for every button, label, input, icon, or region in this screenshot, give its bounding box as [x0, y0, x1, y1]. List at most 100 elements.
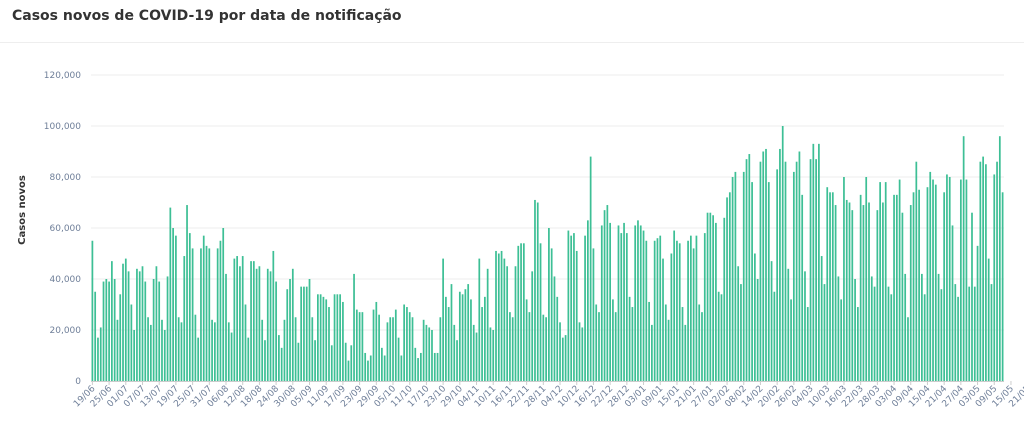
bar[interactable]	[197, 337, 200, 381]
bar[interactable]	[723, 217, 726, 381]
bar[interactable]	[915, 161, 918, 381]
bar[interactable]	[194, 314, 197, 381]
bar[interactable]	[347, 360, 350, 381]
bar[interactable]	[386, 322, 389, 381]
bar[interactable]	[314, 340, 316, 381]
bar[interactable]	[734, 171, 737, 381]
bar[interactable]	[275, 281, 277, 381]
bar[interactable]	[612, 299, 614, 381]
bar[interactable]	[550, 248, 553, 381]
bar[interactable]	[584, 235, 586, 381]
bar[interactable]	[191, 248, 194, 381]
bar[interactable]	[951, 225, 954, 381]
bar[interactable]	[330, 345, 333, 381]
bar[interactable]	[411, 317, 414, 381]
bar[interactable]	[840, 299, 843, 381]
bar[interactable]	[673, 230, 676, 381]
bar[interactable]	[790, 299, 792, 381]
bar[interactable]	[726, 197, 728, 381]
bar[interactable]	[322, 296, 325, 381]
bar[interactable]	[934, 184, 937, 381]
bar[interactable]	[339, 294, 341, 381]
bar[interactable]	[628, 296, 631, 381]
bar[interactable]	[328, 307, 330, 381]
bar[interactable]	[381, 347, 383, 381]
bar[interactable]	[439, 317, 442, 381]
bar[interactable]	[876, 210, 879, 381]
bar[interactable]	[848, 202, 851, 382]
bar[interactable]	[539, 243, 542, 381]
bar[interactable]	[534, 199, 536, 381]
bar[interactable]	[364, 352, 367, 381]
bar[interactable]	[536, 202, 539, 382]
bar[interactable]	[317, 294, 319, 381]
bar[interactable]	[450, 284, 453, 381]
bar[interactable]	[959, 179, 962, 381]
bar[interactable]	[642, 230, 645, 381]
bar[interactable]	[637, 220, 639, 381]
bar[interactable]	[511, 317, 514, 381]
bar[interactable]	[893, 194, 895, 381]
bar[interactable]	[639, 225, 642, 381]
bar[interactable]	[445, 296, 447, 381]
bar[interactable]	[767, 182, 770, 381]
bar[interactable]	[481, 307, 483, 381]
bar[interactable]	[948, 177, 951, 381]
bar[interactable]	[926, 187, 929, 381]
bar[interactable]	[765, 148, 767, 381]
bar[interactable]	[561, 337, 564, 381]
bar[interactable]	[531, 271, 534, 381]
bar[interactable]	[358, 312, 361, 381]
bar[interactable]	[188, 233, 191, 381]
bar[interactable]	[264, 340, 266, 381]
bar[interactable]	[297, 342, 300, 381]
bar[interactable]	[503, 258, 506, 381]
bar[interactable]	[353, 273, 355, 381]
bar[interactable]	[884, 182, 887, 381]
bar[interactable]	[929, 171, 932, 381]
bar[interactable]	[186, 205, 188, 381]
bar[interactable]	[923, 294, 926, 381]
bar[interactable]	[403, 304, 406, 382]
bar[interactable]	[695, 235, 698, 381]
bar[interactable]	[823, 284, 826, 381]
bar[interactable]	[712, 215, 714, 381]
bar[interactable]	[678, 243, 681, 381]
bar[interactable]	[211, 319, 213, 381]
bar[interactable]	[219, 240, 222, 381]
bar[interactable]	[294, 317, 297, 381]
bar[interactable]	[962, 136, 965, 381]
bar[interactable]	[559, 322, 561, 381]
bar[interactable]	[495, 250, 497, 381]
bar[interactable]	[943, 192, 946, 381]
bar[interactable]	[809, 159, 812, 381]
bar[interactable]	[464, 289, 467, 381]
bar[interactable]	[244, 304, 247, 382]
bar[interactable]	[355, 309, 358, 381]
bar[interactable]	[651, 324, 653, 381]
bar[interactable]	[851, 210, 854, 381]
bar[interactable]	[141, 266, 144, 381]
bar[interactable]	[172, 228, 174, 381]
bar[interactable]	[500, 250, 503, 381]
bar[interactable]	[843, 177, 845, 381]
bar[interactable]	[575, 250, 578, 381]
bar[interactable]	[870, 276, 873, 381]
bar[interactable]	[124, 258, 127, 381]
bar[interactable]	[689, 235, 692, 381]
bar[interactable]	[158, 281, 161, 381]
bar[interactable]	[862, 205, 865, 381]
bar[interactable]	[492, 330, 495, 381]
bar[interactable]	[645, 240, 648, 381]
bar[interactable]	[300, 286, 303, 381]
bar[interactable]	[475, 332, 478, 381]
bar[interactable]	[751, 182, 753, 381]
bar[interactable]	[940, 289, 943, 381]
bar[interactable]	[486, 268, 489, 381]
bar[interactable]	[392, 317, 394, 381]
bar[interactable]	[447, 307, 450, 381]
bar[interactable]	[333, 294, 336, 381]
bar[interactable]	[998, 136, 1001, 381]
bar[interactable]	[214, 322, 216, 381]
bar[interactable]	[623, 222, 625, 381]
